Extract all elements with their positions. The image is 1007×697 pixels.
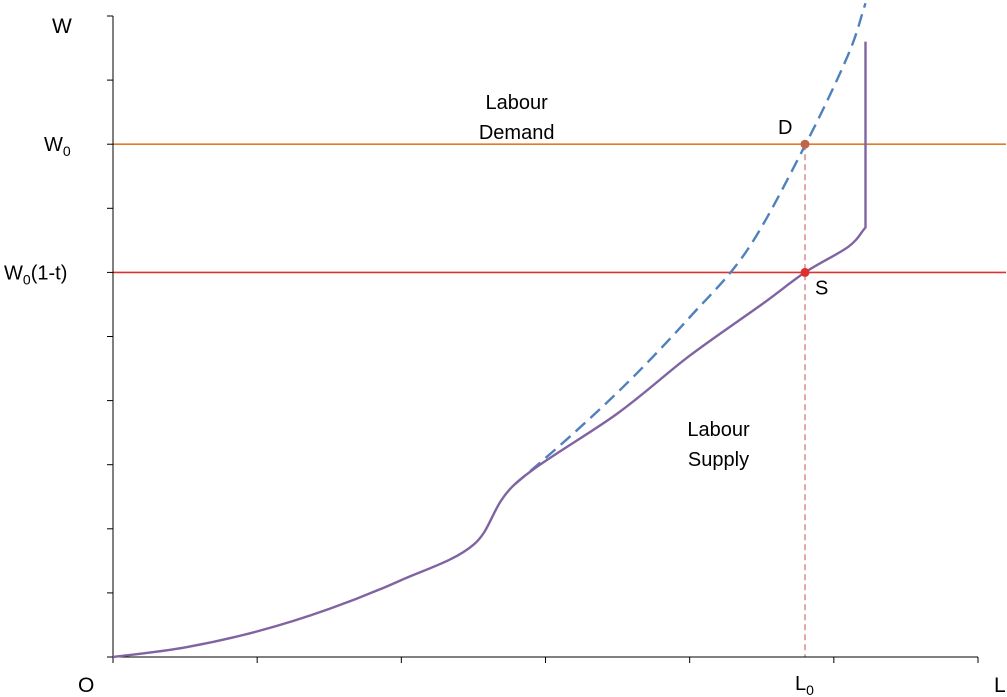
labour-demand-label: Labour xyxy=(486,92,549,114)
point-d-label: D xyxy=(778,117,792,139)
labels-layer: W L O D S W0 W0(1-t) L0 Labour Demand Labour Sup… xyxy=(4,15,1006,697)
point-d xyxy=(800,139,810,149)
ticks-layer xyxy=(107,15,979,663)
y-tick-label: W0 xyxy=(44,134,71,159)
y-tick-label: W0(1-t) xyxy=(4,262,67,287)
point-s xyxy=(800,267,810,277)
points-layer xyxy=(800,139,810,277)
origin-label: O xyxy=(78,674,94,697)
demand-curve xyxy=(514,2,867,485)
labour-supply-label: Labour xyxy=(687,419,750,441)
labour-demand-label: Demand xyxy=(479,122,555,144)
x-axis-label: L xyxy=(994,674,1006,697)
x-tick-label: L0 xyxy=(795,673,814,697)
guide-lines-layer xyxy=(113,143,1006,657)
labour-supply-label: Supply xyxy=(688,449,749,471)
point-s-label: S xyxy=(815,277,828,299)
y-axis-label: W xyxy=(52,15,72,38)
